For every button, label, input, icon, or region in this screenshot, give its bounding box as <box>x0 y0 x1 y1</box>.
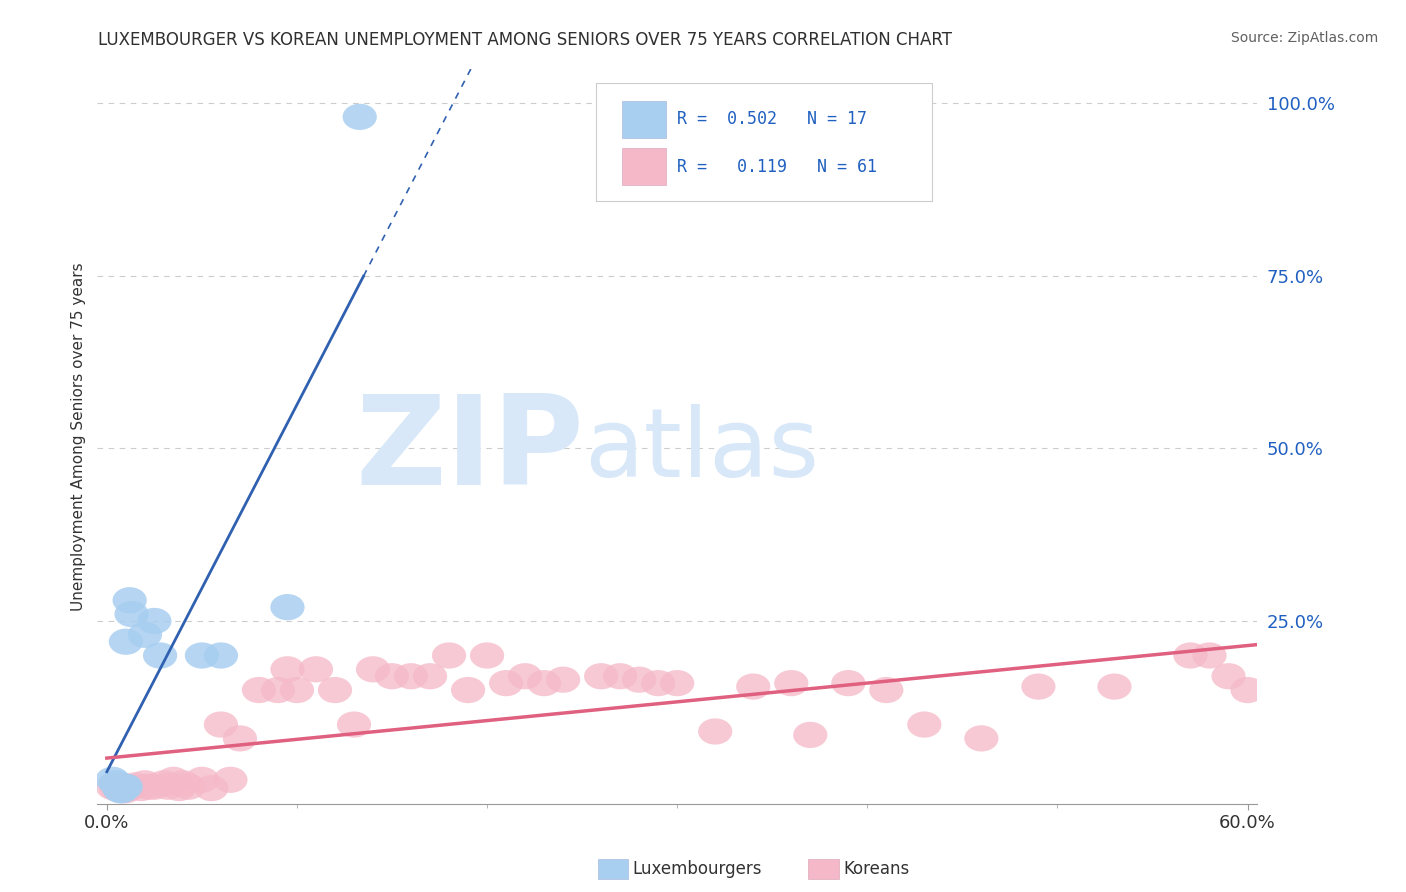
Ellipse shape <box>143 642 177 669</box>
Ellipse shape <box>100 775 134 801</box>
Ellipse shape <box>112 587 146 614</box>
Ellipse shape <box>96 773 129 800</box>
Ellipse shape <box>100 770 134 797</box>
Ellipse shape <box>132 773 166 800</box>
Ellipse shape <box>775 670 808 697</box>
Ellipse shape <box>96 767 129 793</box>
Ellipse shape <box>105 777 139 804</box>
Text: R =   0.119   N = 61: R = 0.119 N = 61 <box>678 158 877 176</box>
Ellipse shape <box>1021 673 1056 699</box>
Ellipse shape <box>204 712 238 738</box>
Ellipse shape <box>162 775 197 801</box>
Text: LUXEMBOURGER VS KOREAN UNEMPLOYMENT AMONG SENIORS OVER 75 YEARS CORRELATION CHAR: LUXEMBOURGER VS KOREAN UNEMPLOYMENT AMON… <box>98 31 952 49</box>
Ellipse shape <box>337 712 371 738</box>
Ellipse shape <box>242 677 276 703</box>
Y-axis label: Unemployment Among Seniors over 75 years: Unemployment Among Seniors over 75 years <box>72 262 86 610</box>
Ellipse shape <box>508 663 543 690</box>
Ellipse shape <box>356 657 389 682</box>
Ellipse shape <box>603 663 637 690</box>
Ellipse shape <box>118 772 152 798</box>
Ellipse shape <box>108 773 143 800</box>
Ellipse shape <box>1230 677 1264 703</box>
FancyBboxPatch shape <box>621 101 665 137</box>
Ellipse shape <box>489 670 523 697</box>
Ellipse shape <box>394 663 429 690</box>
Text: R =  0.502   N = 17: R = 0.502 N = 17 <box>678 111 868 128</box>
Ellipse shape <box>1097 673 1132 699</box>
Ellipse shape <box>375 663 409 690</box>
Ellipse shape <box>114 601 149 627</box>
Text: atlas: atlas <box>585 404 820 498</box>
Text: Source: ZipAtlas.com: Source: ZipAtlas.com <box>1230 31 1378 45</box>
Ellipse shape <box>621 666 657 693</box>
Ellipse shape <box>184 642 219 669</box>
Ellipse shape <box>128 622 162 648</box>
Ellipse shape <box>527 670 561 697</box>
Ellipse shape <box>107 775 141 801</box>
Ellipse shape <box>659 670 695 697</box>
Ellipse shape <box>699 718 733 745</box>
Ellipse shape <box>108 773 143 800</box>
Ellipse shape <box>172 773 205 800</box>
Ellipse shape <box>138 607 172 634</box>
Ellipse shape <box>138 773 172 800</box>
Ellipse shape <box>166 770 200 797</box>
Ellipse shape <box>270 594 305 620</box>
Ellipse shape <box>793 722 827 748</box>
Ellipse shape <box>112 775 146 801</box>
Ellipse shape <box>108 777 143 804</box>
Ellipse shape <box>184 767 219 793</box>
Ellipse shape <box>108 629 143 655</box>
FancyBboxPatch shape <box>596 83 932 201</box>
Ellipse shape <box>204 642 238 669</box>
Ellipse shape <box>413 663 447 690</box>
Ellipse shape <box>546 666 581 693</box>
FancyBboxPatch shape <box>621 148 665 186</box>
Ellipse shape <box>737 673 770 699</box>
Ellipse shape <box>299 657 333 682</box>
Ellipse shape <box>641 670 675 697</box>
Ellipse shape <box>146 770 181 797</box>
Ellipse shape <box>907 712 942 738</box>
Ellipse shape <box>270 657 305 682</box>
Ellipse shape <box>869 677 904 703</box>
Ellipse shape <box>214 767 247 793</box>
Ellipse shape <box>124 775 159 801</box>
Text: Koreans: Koreans <box>844 860 910 878</box>
Ellipse shape <box>280 677 314 703</box>
Ellipse shape <box>831 670 866 697</box>
Ellipse shape <box>103 777 138 804</box>
Ellipse shape <box>1212 663 1246 690</box>
Ellipse shape <box>1192 642 1226 669</box>
Ellipse shape <box>583 663 619 690</box>
Ellipse shape <box>432 642 467 669</box>
Ellipse shape <box>107 773 141 800</box>
Ellipse shape <box>150 773 184 800</box>
Ellipse shape <box>965 725 998 751</box>
Ellipse shape <box>101 773 135 800</box>
Ellipse shape <box>156 767 190 793</box>
Ellipse shape <box>128 770 162 797</box>
Ellipse shape <box>451 677 485 703</box>
Ellipse shape <box>343 103 377 130</box>
Ellipse shape <box>262 677 295 703</box>
Ellipse shape <box>103 772 138 798</box>
Text: Luxembourgers: Luxembourgers <box>633 860 762 878</box>
Ellipse shape <box>470 642 505 669</box>
Ellipse shape <box>194 775 229 801</box>
Ellipse shape <box>105 777 139 804</box>
Text: ZIP: ZIP <box>356 391 585 511</box>
Ellipse shape <box>318 677 352 703</box>
Ellipse shape <box>222 725 257 751</box>
Ellipse shape <box>1174 642 1208 669</box>
